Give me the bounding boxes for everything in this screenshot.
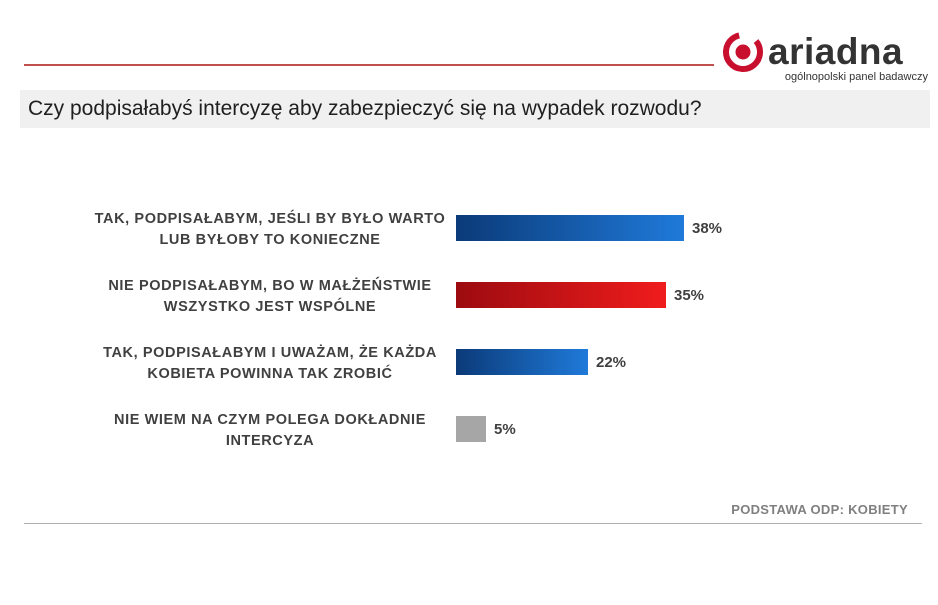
bar — [456, 416, 486, 442]
value-label: 5% — [494, 421, 516, 438]
bar — [456, 282, 666, 308]
value-label: 35% — [674, 287, 704, 304]
category-label: WSZYSTKO JEST WSPÓLNE — [164, 297, 376, 315]
value-label: 38% — [692, 220, 722, 237]
survey-question: Czy podpisałabyś intercyzę aby zabezpiec… — [28, 97, 702, 120]
category-label: KOBIETA POWINNA TAK ZROBIĆ — [147, 364, 392, 382]
category-label: INTERCYZA — [226, 433, 314, 449]
question-banner: Czy podpisałabyś intercyzę aby zabezpiec… — [20, 90, 930, 128]
bar — [456, 349, 588, 375]
category-label: LUB BYŁOBY TO KONIECZNE — [159, 232, 380, 248]
bar — [456, 215, 684, 241]
top-divider — [24, 64, 714, 66]
value-label: 22% — [596, 354, 626, 371]
category-label: NIE WIEM NA CZYM POLEGA DOKŁADNIE — [114, 412, 426, 428]
category-label: TAK, PODPISAŁABYM I UWAŻAM, ŻE KAŻDA — [103, 344, 437, 361]
category-label: TAK, PODPISAŁABYM, JEŚLI BY BYŁO WARTO — [95, 209, 446, 227]
bottom-divider — [24, 523, 922, 524]
brand-tagline: ogólnopolski panel badawczy — [784, 71, 928, 83]
category-label: NIE PODPISAŁABYM, BO W MAŁŻEŃSTWIE — [108, 277, 431, 294]
brand-name: ariadna — [768, 31, 904, 72]
ariadna-logo-icon — [723, 32, 763, 72]
brand-logo: ariadna ogólnopolski panel badawczy — [722, 30, 932, 85]
base-footnote: PODSTAWA ODP: KOBIETY — [731, 502, 908, 517]
bar-chart: TAK, PODPISAŁABYM, JEŚLI BY BYŁO WARTO LU… — [95, 209, 722, 449]
